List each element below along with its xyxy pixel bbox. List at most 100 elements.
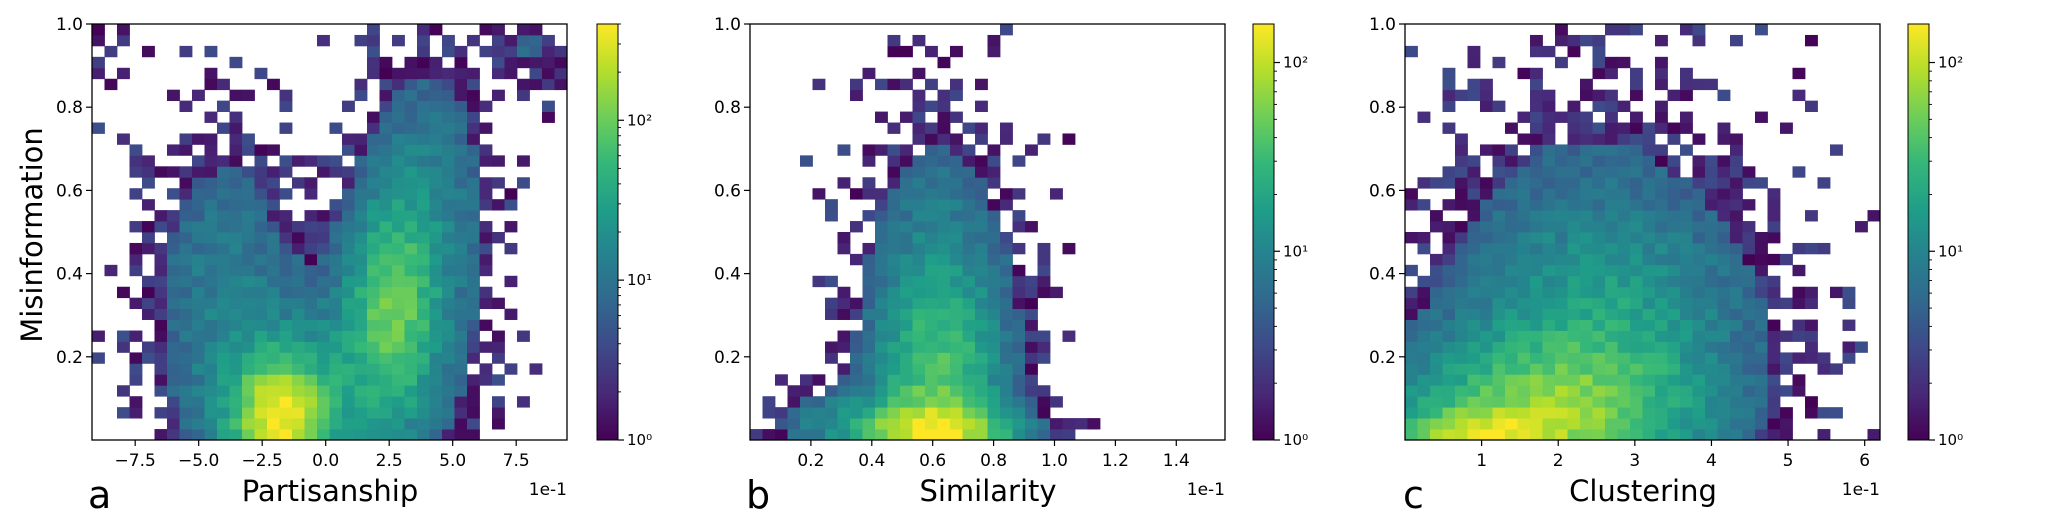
- panel-c-heatmap-cell: [1755, 275, 1768, 288]
- panel-c-heatmap-cell: [1655, 242, 1668, 255]
- panel-a-heatmap-cell: [442, 232, 455, 244]
- panel-b-heatmap-cell: [850, 407, 863, 419]
- panel-c-heatmap-cell: [1780, 429, 1793, 441]
- panel-a-heatmap-cell: [267, 275, 280, 288]
- panel-c-heatmap-cell: [1630, 144, 1643, 156]
- panel-a-heatmap-cell: [454, 122, 468, 134]
- panel-c-heatmap-cell: [1755, 418, 1768, 430]
- panel-b-x-tick-label: 1.2: [1102, 451, 1129, 471]
- panel-c-heatmap-cell: [1717, 319, 1731, 331]
- panel-a-heatmap-cell: [417, 275, 430, 288]
- panel-c-heatmap-cell: [1717, 166, 1731, 178]
- panel-c-heatmap-cell: [1567, 385, 1581, 397]
- panel-b-heatmap-cell: [912, 308, 926, 320]
- panel-c-heatmap-cell: [1417, 275, 1431, 288]
- panel-c-heatmap-cell: [1430, 363, 1443, 375]
- panel-a-heatmap-cell: [354, 341, 368, 353]
- panel-c-heatmap-cell: [1530, 89, 1543, 102]
- panel-c-heatmap-cell: [1655, 286, 1668, 299]
- panel-b-heatmap-cell: [962, 330, 976, 342]
- panel-a-heatmap-cell: [329, 242, 343, 255]
- panel-a-heatmap-cell: [517, 155, 530, 167]
- panel-b-heatmap-cell: [1037, 133, 1051, 145]
- panel-a-heatmap-cell: [367, 363, 380, 375]
- panel-b-heatmap-cell: [900, 166, 913, 178]
- panel-a-heatmap-cell: [404, 330, 418, 342]
- panel-a-heatmap-cell: [504, 34, 518, 47]
- panel-a-heatmap-cell: [167, 232, 180, 244]
- panel-c-heatmap-cell: [1442, 122, 1456, 134]
- panel-b-heatmap-cell: [1037, 286, 1051, 299]
- panel-c-heatmap-cell: [1530, 45, 1543, 58]
- panel-c-heatmap-cell: [1505, 418, 1518, 430]
- panel-c-heatmap-cell: [1717, 363, 1731, 375]
- panel-a-heatmap-cell: [192, 385, 205, 397]
- panel-b-heatmap-cell: [925, 166, 938, 178]
- panel-a-heatmap-cell: [329, 166, 343, 178]
- panel-a-heatmap-cell: [342, 363, 355, 375]
- panel-a-heatmap-cell: [192, 275, 205, 288]
- panel-a-heatmap-cell: [167, 407, 180, 419]
- panel-c-heatmap-cell: [1555, 308, 1568, 320]
- panel-a-heatmap-cell: [442, 144, 455, 156]
- panel-c-heatmap-cell: [1530, 210, 1543, 222]
- panel-c-heatmap-cell: [1655, 429, 1668, 441]
- panel-c-heatmap-cell: [1605, 308, 1618, 320]
- panel-c-heatmap-cell: [1492, 100, 1506, 112]
- panel-c-heatmap-cell: [1530, 286, 1543, 299]
- panel-a-heatmap-cell: [417, 297, 430, 310]
- panel-c-heatmap-cell: [1717, 297, 1731, 310]
- panel-a-heatmap-cell: [229, 374, 243, 386]
- panel-a-heatmap-cell: [317, 264, 330, 277]
- panel-a-heatmap-cell: [254, 67, 268, 80]
- panel-a-heatmap-cell: [167, 264, 180, 277]
- panel-a-heatmap-cell: [454, 45, 468, 58]
- panel-a-heatmap-cell: [254, 429, 268, 441]
- panel-a-heatmap-cell: [404, 188, 418, 200]
- panel-a-heatmap-cell: [417, 341, 430, 353]
- panel-c-heatmap-cell: [1580, 78, 1593, 91]
- panel-c-heatmap-cell: [1717, 330, 1731, 342]
- panel-a-heatmap-cell: [167, 89, 180, 102]
- panel-c-heatmap-cell: [1555, 341, 1568, 353]
- panel-a-heatmap-cell: [442, 155, 455, 167]
- panel-b-heatmap-cell: [975, 352, 988, 364]
- panel-a-heatmap-cell: [404, 253, 418, 266]
- panel-a-heatmap-cell: [279, 297, 293, 310]
- panel-c-heatmap-cell: [1692, 232, 1706, 244]
- panel-b-heatmap-cell: [900, 144, 913, 156]
- panel-a-heatmap-cell: [479, 297, 493, 310]
- panel-a-heatmap-cell: [267, 221, 280, 233]
- panel-b-heatmap-cell: [775, 418, 788, 430]
- panel-b-heatmap-cell: [900, 418, 913, 430]
- panel-c-heatmap-cell: [1542, 286, 1556, 299]
- panel-b-heatmap-cell: [937, 275, 951, 288]
- panel-c-heatmap-cell: [1717, 89, 1731, 102]
- panel-c-heatmap-cell: [1555, 144, 1568, 156]
- panel-a-heatmap-cell: [329, 264, 343, 277]
- panel-c-heatmap-cell: [1767, 199, 1781, 211]
- panel-c-heatmap-cell: [1642, 242, 1656, 255]
- panel-a-heatmap-cell: [354, 210, 368, 222]
- panel-a-heatmap-cell: [417, 155, 430, 167]
- y-axis-label: Misinformation: [15, 127, 49, 343]
- panel-a-x-tick-label: 7.5: [503, 451, 530, 471]
- panel-b-heatmap-cell: [887, 396, 901, 408]
- panel-c-heatmap-cell: [1430, 308, 1443, 320]
- panel-b-heatmap-cell: [962, 210, 976, 222]
- panel-c-heatmap-cell: [1530, 352, 1543, 364]
- panel-c-heatmap-cell: [1430, 221, 1443, 233]
- panel-c-heatmap-cell: [1630, 253, 1643, 266]
- panel-a-heatmap-cell: [179, 341, 193, 353]
- panel-a-heatmap-cell: [229, 56, 243, 69]
- panel-c-heatmap-cell: [1667, 188, 1681, 200]
- panel-a-heatmap-cell: [192, 319, 205, 331]
- panel-c-heatmap-cell: [1530, 144, 1543, 156]
- panel-c-heatmap-cell: [1467, 177, 1481, 189]
- panel-c-heatmap-cell: [1630, 122, 1643, 134]
- panel-a-heatmap-cell: [392, 67, 405, 80]
- panel-c-heatmap-cell: [1442, 177, 1456, 189]
- panel-b-heatmap-cell: [937, 221, 951, 233]
- panel-a-heatmap-cell: [354, 34, 368, 47]
- panel-c-heatmap-cell: [1692, 177, 1706, 189]
